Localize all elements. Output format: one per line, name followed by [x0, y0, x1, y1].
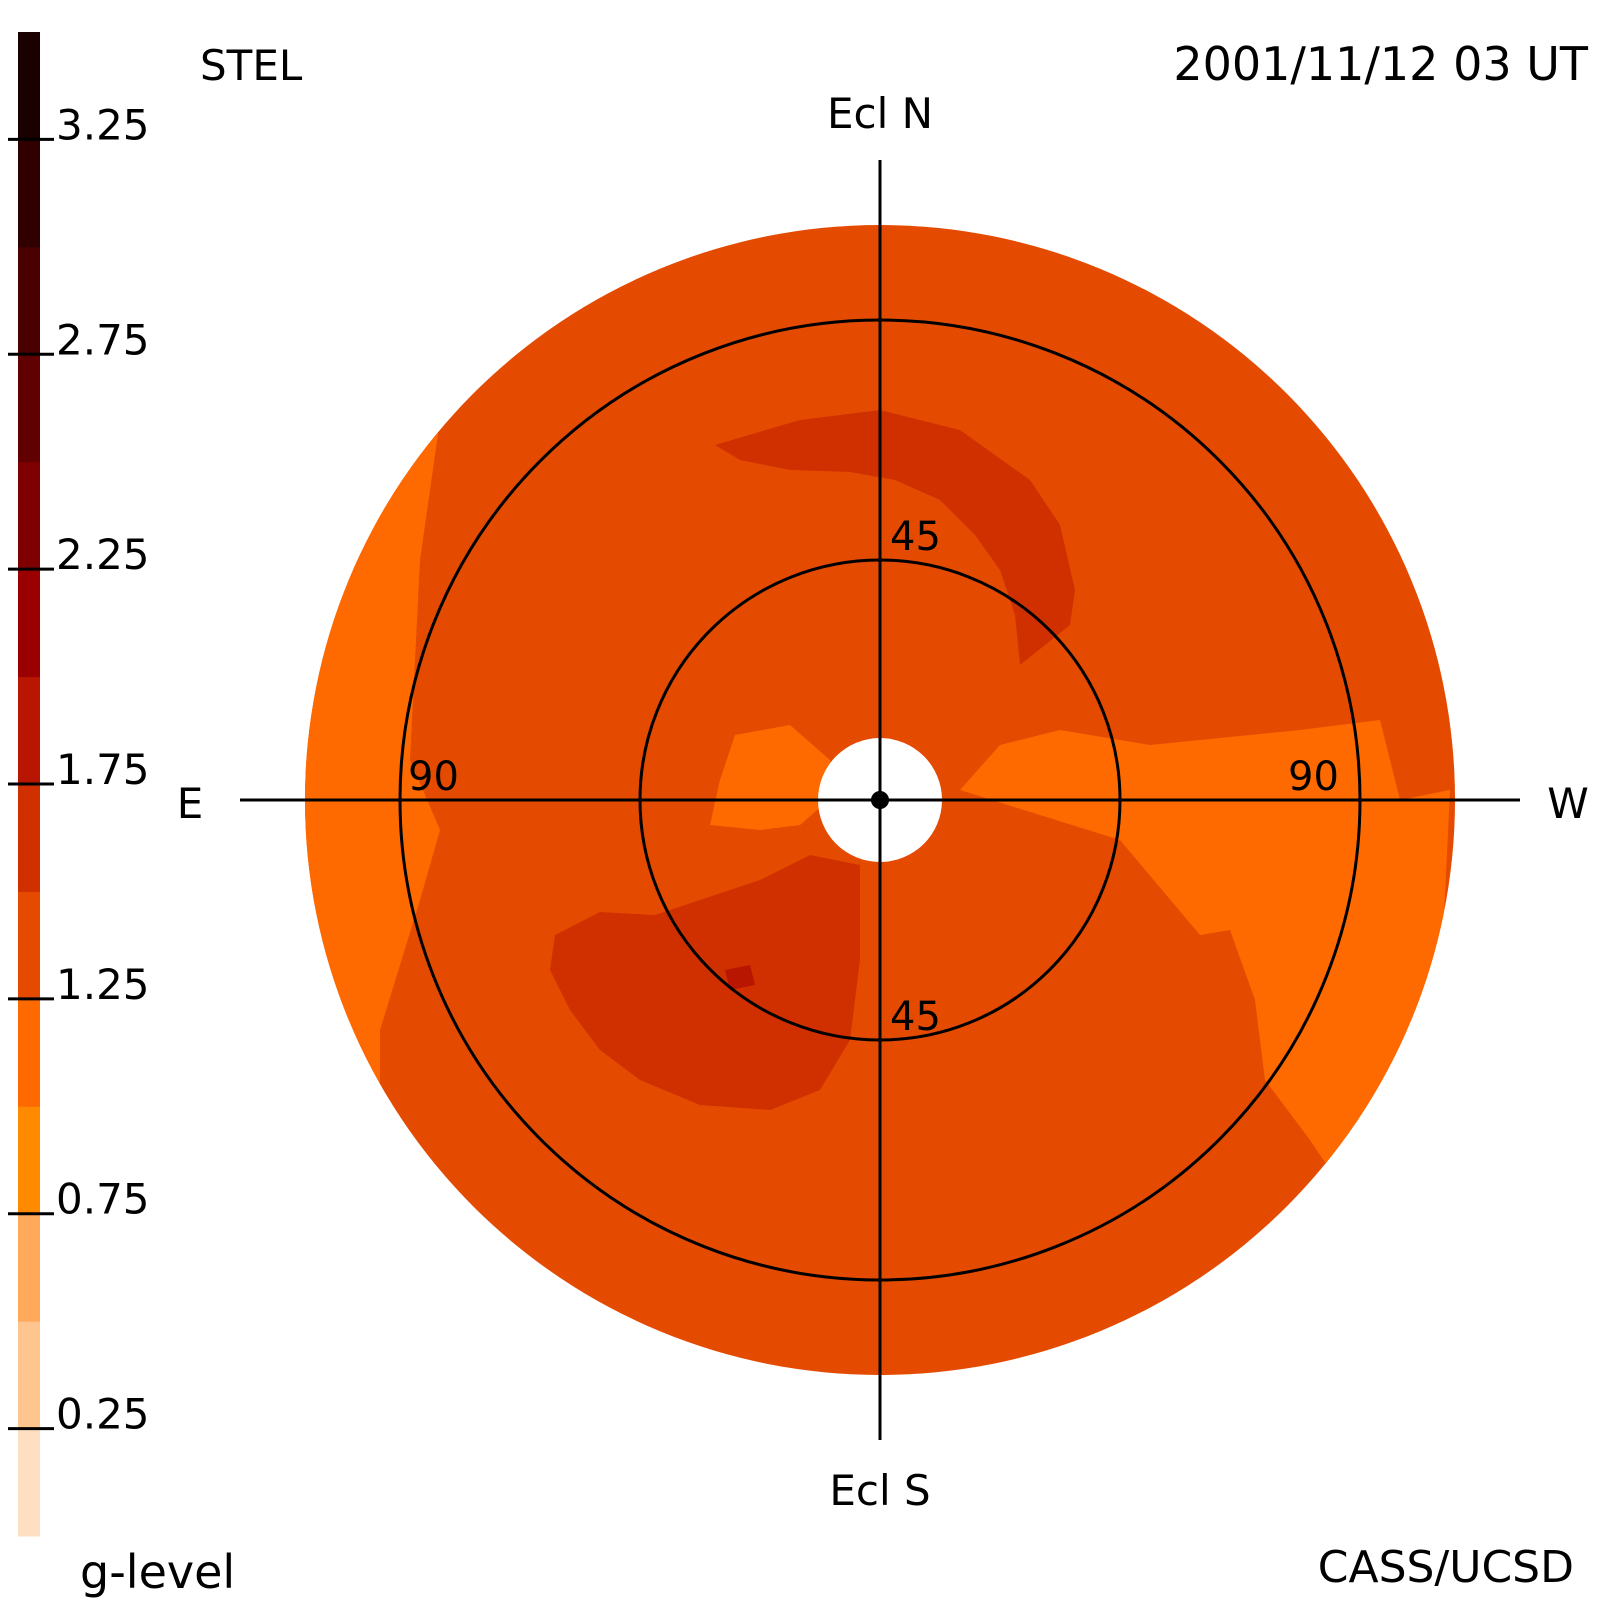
colorbar-tick-label: 2.25 [56, 530, 150, 579]
ring-label-90-east: 90 [408, 754, 459, 800]
sun-center-dot [871, 791, 889, 809]
ring-label-90-west: 90 [1288, 754, 1339, 800]
colorbar-band [18, 461, 40, 570]
direction-ecliptic-north: Ecl N [827, 89, 933, 138]
colorbar-band [18, 139, 40, 248]
direction-east: E [177, 779, 204, 828]
colorbar-band [18, 246, 40, 355]
colorbar-tick-label: 1.75 [56, 745, 150, 794]
direction-west: W [1547, 779, 1589, 828]
colorbar-title: g-level [80, 1545, 235, 1599]
colorbar-band [18, 1321, 40, 1430]
map-region-south-arc [550, 855, 860, 1110]
colorbar-band [18, 1213, 40, 1322]
colorbar-band [18, 676, 40, 785]
colorbar-band [18, 891, 40, 1000]
colorbar-tick-label: 2.75 [56, 315, 150, 364]
timestamp-label: 2001/11/12 03 UT [1173, 37, 1589, 91]
colorbar-band [18, 784, 40, 892]
colorbar-tick-label: 3.25 [56, 100, 150, 149]
ring-label-45-south: 45 [890, 994, 941, 1040]
sky-map: 45 45 90 90 Ecl N Ecl S E W [177, 89, 1589, 1515]
colorbar-tick-label: 0.25 [56, 1390, 150, 1439]
colorbar-tick-label: 0.75 [56, 1175, 150, 1224]
direction-ecliptic-south: Ecl S [829, 1466, 930, 1515]
ring-label-45-north: 45 [890, 514, 941, 560]
credit-label: CASS/UCSD [1318, 1542, 1574, 1593]
colorbar-band [18, 998, 40, 1107]
colorbar-band [18, 569, 40, 678]
colorbar-band [18, 1106, 40, 1215]
colorbar-band [18, 1428, 40, 1537]
instrument-label: STEL [200, 41, 303, 90]
map-region-center-light [710, 725, 840, 830]
map-region-west-light [960, 720, 1450, 1170]
colorbar-band [18, 354, 40, 463]
colorbar-band [18, 32, 40, 140]
colorbar: 0.25 0.75 1.25 1.75 2.25 2.75 3.25 [8, 32, 150, 1537]
colorbar-tick-label: 1.25 [56, 960, 150, 1009]
map-region-north-arc [715, 410, 1075, 665]
map-region-peak-spot [725, 965, 755, 990]
